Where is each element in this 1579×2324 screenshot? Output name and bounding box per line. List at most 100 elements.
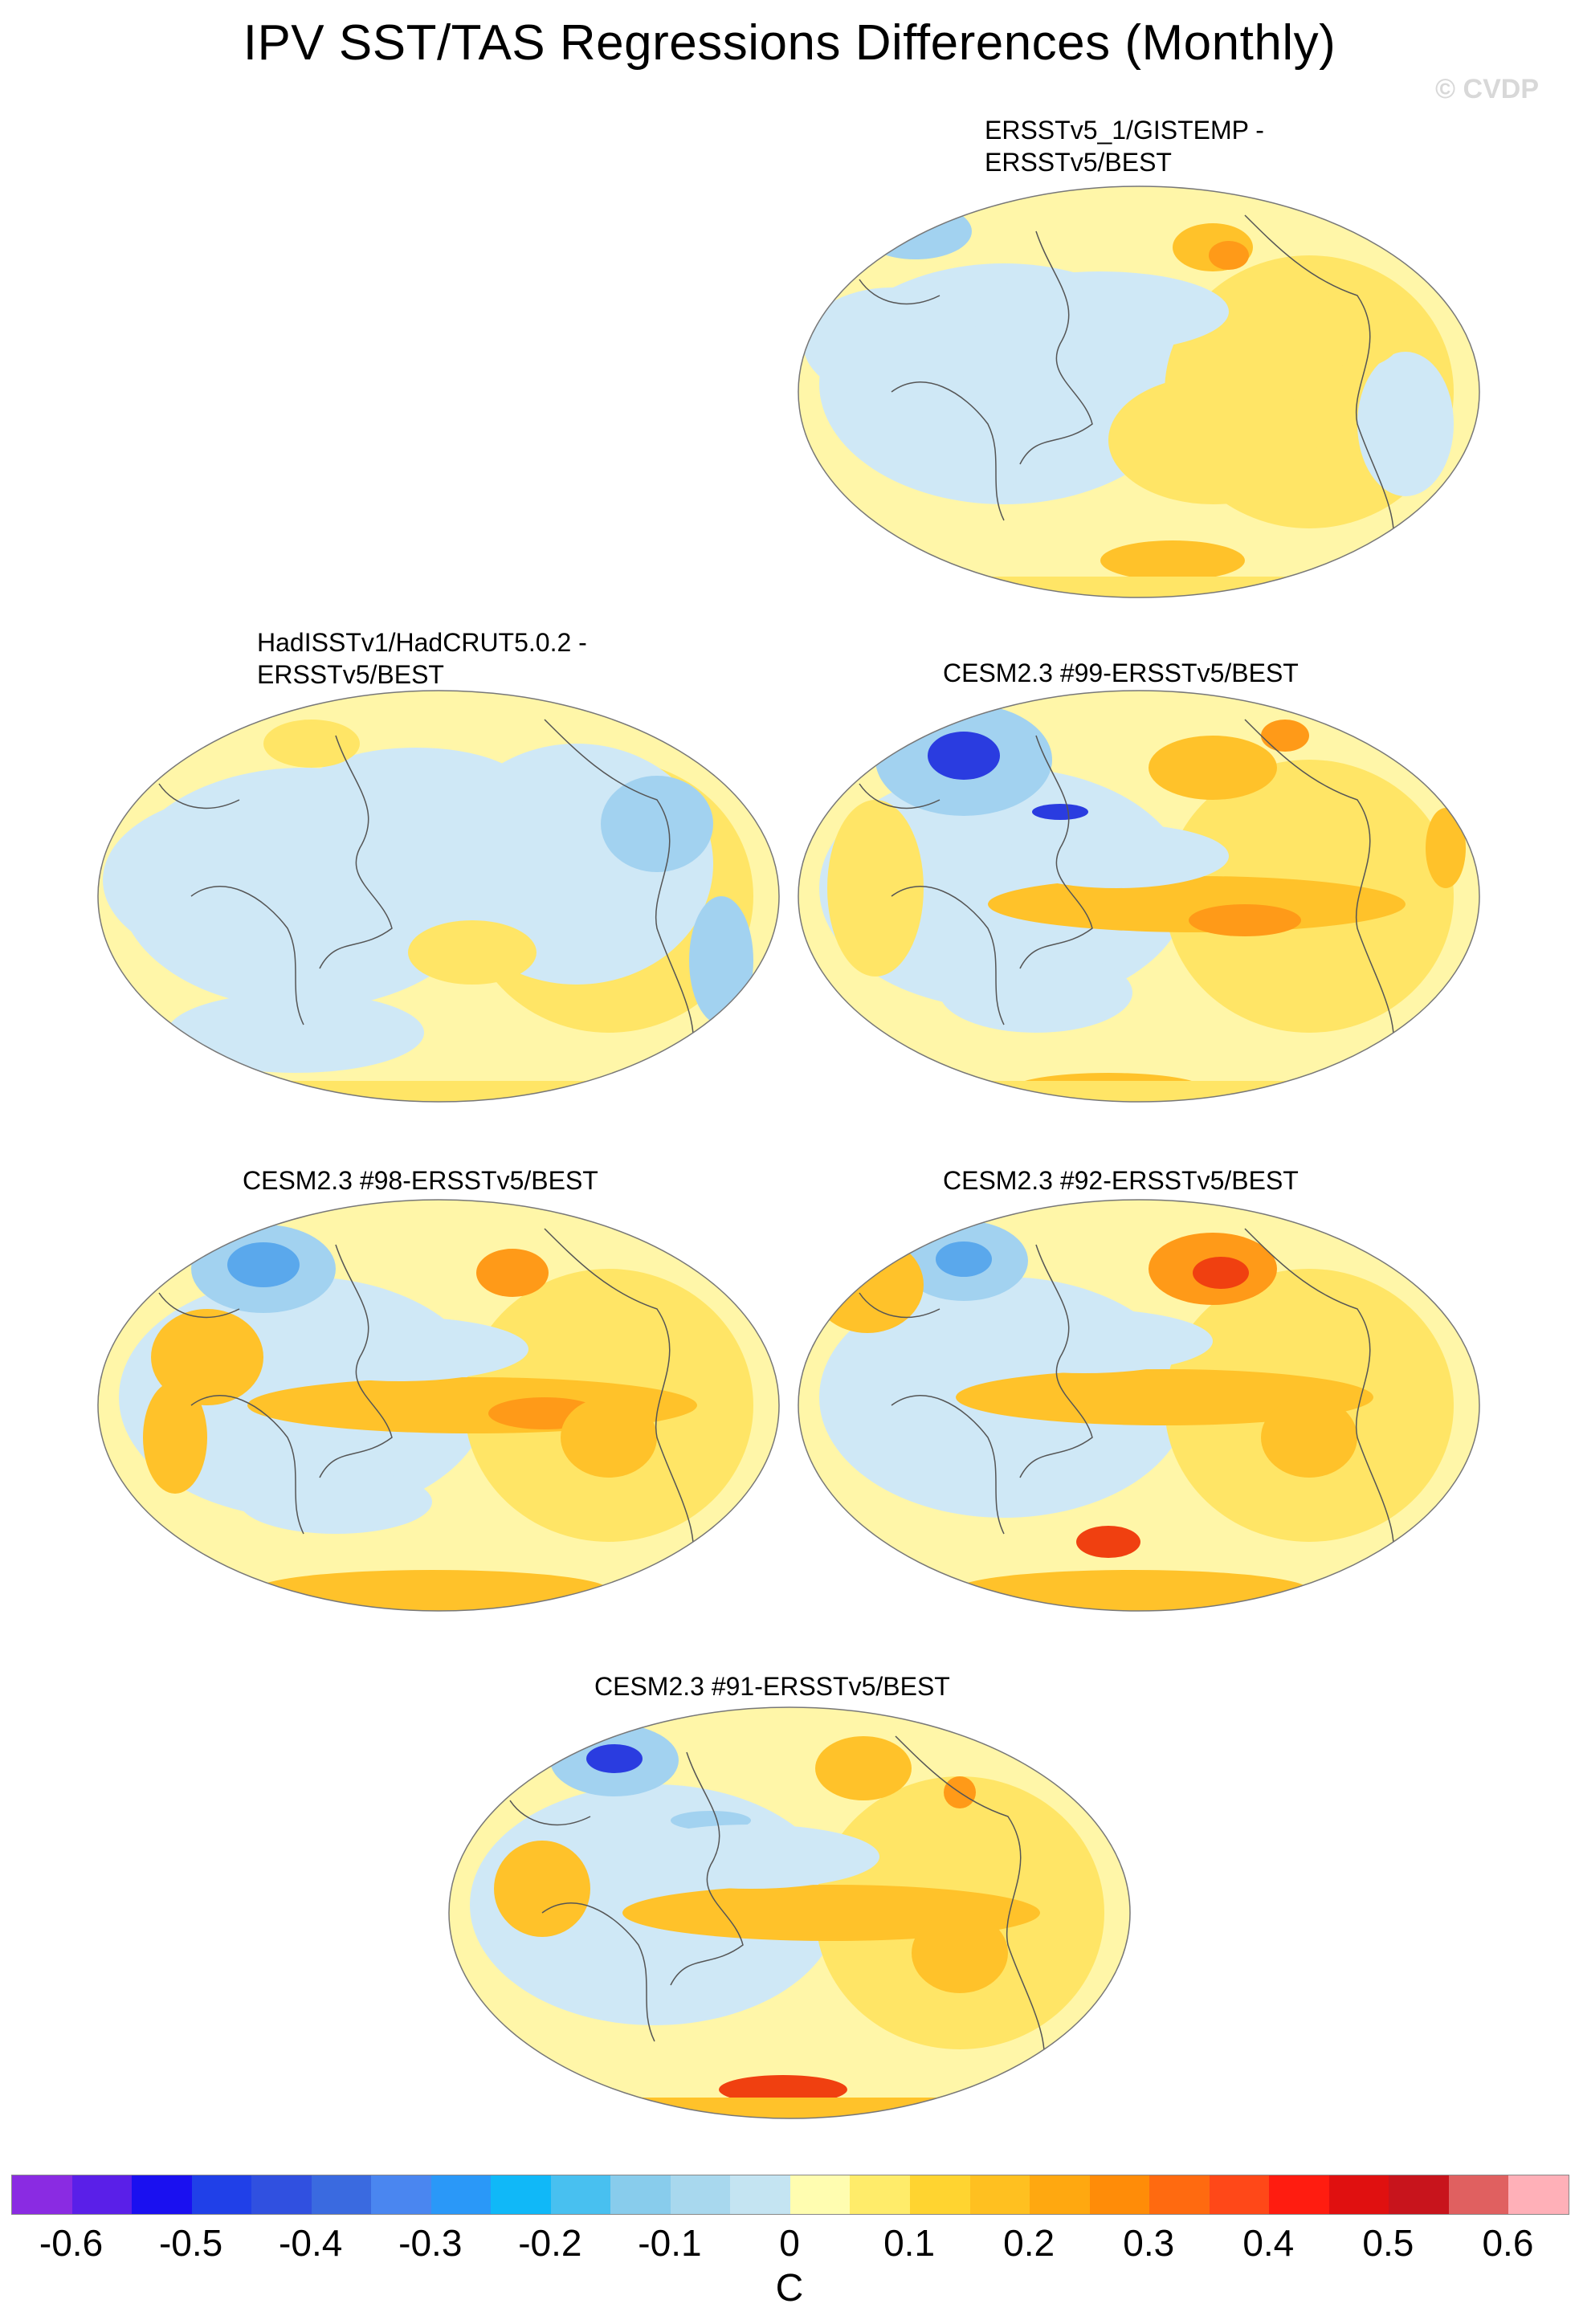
field-region	[1261, 1397, 1357, 1478]
field-region	[103, 792, 408, 968]
field-region	[1149, 736, 1277, 800]
field-region	[972, 271, 1229, 352]
coastline	[158, 783, 240, 809]
field-region	[1076, 1526, 1140, 1558]
colorbar-tick-label: -0.5	[158, 2222, 223, 2264]
field-region	[811, 1237, 924, 1333]
colorbar-cell	[371, 2175, 431, 2214]
panel-title-p6: CESM2.3 #91-ERSSTv5/BEST	[594, 1670, 950, 1702]
panel-title-p3: CESM2.3 #99-ERSSTv5/BEST	[943, 657, 1299, 689]
field-region	[988, 348, 1132, 420]
coastline	[891, 381, 1005, 521]
field-region	[494, 1841, 590, 1937]
colorbar-cell	[491, 2175, 551, 2214]
field-region	[1100, 540, 1245, 581]
field-region	[1193, 1257, 1249, 1289]
field-region	[239, 1470, 432, 1534]
colorbar-tick-label: -0.2	[518, 2222, 582, 2264]
coastline	[670, 1751, 744, 1986]
field-region	[988, 876, 1406, 932]
map-p3	[798, 690, 1480, 1103]
colorbar-cell	[430, 2175, 492, 2214]
panel-title-p1: ERSSTv5_1/GISTEMP - ERSSTv5/BEST	[985, 114, 1264, 178]
colorbar-tick-label: 0.5	[1362, 2222, 1414, 2264]
colorbar-cell	[311, 2175, 372, 2214]
field-region	[1032, 804, 1088, 820]
panel-title-p5: CESM2.3 #92-ERSSTv5/BEST	[943, 1164, 1299, 1197]
field-region	[956, 1369, 1373, 1425]
field-region	[689, 896, 753, 1025]
colorbar-cell	[132, 2175, 192, 2214]
coastline	[544, 719, 695, 1066]
coastline	[190, 886, 304, 1025]
field-region	[936, 1242, 992, 1277]
field-region	[586, 1744, 643, 1773]
field-region	[143, 1381, 207, 1494]
colorbar-tick-label: -0.6	[39, 2222, 104, 2264]
coastline	[190, 1395, 304, 1535]
field-region	[719, 2075, 847, 2104]
field-region	[1209, 241, 1249, 270]
field-region	[151, 1309, 263, 1405]
map-border	[97, 690, 780, 1103]
field-region	[167, 993, 424, 1073]
figure-title: IPV SST/TAS Regressions Differences (Mon…	[243, 15, 1336, 71]
panel-title-p1-line2: ERSSTv5/BEST	[985, 148, 1172, 177]
coastline	[1244, 214, 1395, 561]
coastline	[541, 1902, 655, 2042]
field-region	[1004, 824, 1229, 888]
coastline	[544, 1228, 695, 1575]
colorbar-cell	[550, 2175, 611, 2214]
field-region	[1309, 287, 1406, 368]
panel-title-p6-line1: CESM2.3 #91-ERSSTv5/BEST	[594, 1672, 950, 1701]
panel-title-p2: HadISSTv1/HadCRUT5.0.2 - ERSSTv5/BEST	[257, 626, 587, 691]
map-border	[798, 186, 1480, 598]
cvdp-watermark: © CVDP	[1435, 74, 1539, 104]
map-border	[448, 1706, 1131, 2119]
field-region	[561, 1397, 657, 1478]
field-region	[815, 1736, 912, 1800]
colorbar-cell	[610, 2175, 671, 2214]
coastline	[1244, 1228, 1395, 1575]
colorbar-ticks: -0.6 -0.5 -0.4 -0.3 -0.2 -0.1 0 0.1 0.2 0.3 0.4 0.5…	[11, 2215, 1568, 2271]
colorbar-cell	[1209, 2175, 1270, 2214]
field-region	[1426, 808, 1466, 888]
coastline	[895, 1735, 1046, 2082]
field-region	[956, 1309, 1213, 1373]
coastline	[319, 1244, 393, 1478]
coastline	[891, 886, 1005, 1025]
colorbar-cell	[969, 2175, 1030, 2214]
field-region	[859, 203, 972, 259]
colorbar-units: C	[775, 2267, 804, 2310]
field-region	[803, 287, 980, 400]
colorbar-cell	[909, 2175, 970, 2214]
coastline	[859, 783, 940, 809]
colorbar-cell	[1389, 2175, 1449, 2214]
coastline	[509, 1800, 591, 1826]
field-region	[912, 1913, 1008, 1993]
colorbar-tick-label: -0.4	[279, 2222, 343, 2264]
panel-title-p5-line1: CESM2.3 #92-ERSSTv5/BEST	[943, 1166, 1299, 1195]
colorbar-tick-label: 0.3	[1123, 2222, 1175, 2264]
field-region	[940, 952, 1132, 1033]
field-region	[601, 776, 713, 872]
field-region	[928, 732, 1000, 780]
colorbar-cell	[1030, 2175, 1090, 2214]
colorbar-cell	[12, 2175, 72, 2214]
colorbar-cell	[191, 2175, 252, 2214]
coastline	[859, 279, 940, 305]
colorbar-tick-label: 0.4	[1242, 2222, 1295, 2264]
field-region	[227, 1242, 300, 1287]
colorbar-tick-label: -0.3	[398, 2222, 463, 2264]
panel-title-p3-line1: CESM2.3 #99-ERSSTv5/BEST	[943, 658, 1299, 687]
field-region	[827, 800, 924, 976]
colorbar-cell	[1269, 2175, 1329, 2214]
colorbar-cell	[71, 2175, 133, 2214]
coastline	[319, 735, 393, 969]
colorbar-cell	[251, 2175, 312, 2214]
colorbar-cell	[790, 2175, 851, 2214]
coastline	[1244, 719, 1395, 1066]
colorbar-cell	[1089, 2175, 1150, 2214]
colorbar-tick-label: 0.2	[1003, 2222, 1055, 2264]
coastline	[1019, 735, 1093, 969]
